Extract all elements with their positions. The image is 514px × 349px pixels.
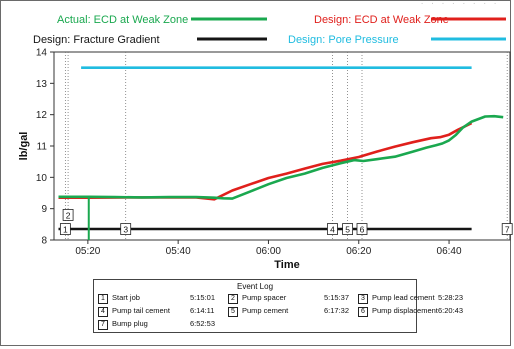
legend-entry-2: Design: Fracture Gradient xyxy=(33,34,267,46)
x-tick-label: 06:40 xyxy=(437,246,462,257)
event-marker-number: 1 xyxy=(63,225,68,235)
event-log-time: 6:14:11 xyxy=(190,306,215,315)
event-marker-7: 7 xyxy=(501,223,513,235)
event-marker-1: 1 xyxy=(59,223,71,235)
event-marker-box xyxy=(342,223,354,235)
y-tick-label: 13 xyxy=(36,79,48,90)
event-log-number: 1 xyxy=(98,294,108,304)
x-axis: 05:20 05:40 06:00 06:20 06:40 xyxy=(75,240,462,257)
event-log-entry: 1 Start job xyxy=(98,293,190,304)
event-log-label: Start job xyxy=(112,293,140,302)
event-marker-box xyxy=(59,223,71,235)
event-log-number: 2 xyxy=(228,294,238,304)
y-tick-label: 12 xyxy=(36,110,48,121)
event-marker-number: 5 xyxy=(345,225,350,235)
x-tick-label: 05:40 xyxy=(166,246,191,257)
event-log-time: 6:52:53 xyxy=(190,319,216,328)
event-marker-number: 6 xyxy=(360,225,365,235)
event-log-entry: 2 Pump spacer xyxy=(228,293,324,304)
y-tick-label: 14 xyxy=(36,48,48,59)
event-marker-box xyxy=(501,223,513,235)
legend: Actual: ECD at Weak Zone Design: ECD at W… xyxy=(33,14,506,46)
y-tick-label: 10 xyxy=(36,173,48,184)
event-log-number: 5 xyxy=(228,307,238,317)
event-log-title: Event Log xyxy=(236,282,274,291)
event-log-time: 5:15:37 xyxy=(324,293,350,302)
event-log-panel: Event Log 1 Start job 5:15:01 2 Pump spacer 5… xyxy=(93,279,463,333)
y-tick-label: 9 xyxy=(41,204,47,215)
event-marker-2: 2 xyxy=(62,209,74,221)
event-log-entry: 5 Pump cement xyxy=(228,306,324,317)
event-log-time: 6:20:43 xyxy=(438,306,464,315)
legend-label: Design: Pore Pressure xyxy=(288,34,399,46)
x-tick-label: 06:20 xyxy=(346,246,371,257)
x-axis-label: Time xyxy=(274,259,299,271)
legend-label: Design: Fracture Gradient xyxy=(33,34,160,46)
plot-area xyxy=(53,51,511,241)
event-markers: 1 2 3 4 5 6 7 xyxy=(59,209,513,235)
legend-entry-0: Actual: ECD at Weak Zone xyxy=(57,14,267,26)
event-log-time: 5:28:23 xyxy=(438,293,464,302)
y-axis-label: lb/gal xyxy=(18,132,30,161)
event-log-grid: 1 Start job 5:15:01 2 Pump spacer 5:15:37 3 Pum… xyxy=(94,293,463,330)
event-log-time: 5:15:01 xyxy=(190,293,216,302)
event-marker-box xyxy=(62,209,74,221)
y-tick-label: 8 xyxy=(41,236,47,247)
event-marker-number: 3 xyxy=(123,225,128,235)
legend-label: Actual: ECD at Weak Zone xyxy=(57,14,188,26)
event-gridlines xyxy=(64,52,508,240)
event-log-number: 3 xyxy=(358,294,368,304)
event-marker-number: 2 xyxy=(66,210,71,220)
event-log-time: 6:17:32 xyxy=(324,306,350,315)
event-marker-number: 7 xyxy=(505,225,510,235)
event-log-label: Pump spacer xyxy=(242,293,287,302)
y-axis: 8 9 10 11 12 13 14 xyxy=(36,48,54,247)
event-log-entry: 6 Pump displacement xyxy=(358,306,438,317)
event-log-entry: 3 Pump lead cement xyxy=(358,293,438,304)
event-log-label: Pump tail cement xyxy=(112,306,170,315)
series-line-0 xyxy=(58,114,504,200)
event-marker-4: 4 xyxy=(327,223,338,235)
event-log-number: 6 xyxy=(358,307,368,317)
y-tick-label: 11 xyxy=(37,142,48,153)
x-tick-label: 05:20 xyxy=(75,246,100,257)
event-marker-6: 6 xyxy=(356,223,368,235)
event-log-label: Pump displacement xyxy=(372,306,438,315)
event-marker-box xyxy=(356,223,368,235)
x-tick-label: 06:00 xyxy=(256,246,281,257)
event-log-label: Pump cement xyxy=(242,306,289,315)
event-marker-box xyxy=(327,223,338,235)
event-marker-5: 5 xyxy=(342,223,354,235)
legend-entry-3: Design: Pore Pressure xyxy=(288,34,506,46)
event-log-number: 7 xyxy=(98,320,108,330)
event-marker-number: 4 xyxy=(330,225,335,235)
window-edge-decoration: · · · · · · · · xyxy=(420,0,499,8)
event-log-number: 4 xyxy=(98,307,108,317)
event-marker-3: 3 xyxy=(120,223,132,235)
event-log-entry: 7 Bump plug xyxy=(98,319,190,330)
legend-label: Design: ECD at Weak Zone xyxy=(314,14,449,26)
plot-border xyxy=(53,51,511,241)
event-log-label: Pump lead cement xyxy=(372,293,435,302)
event-log-label: Bump plug xyxy=(112,319,148,328)
event-marker-box xyxy=(120,223,132,235)
legend-entry-1: Design: ECD at Weak Zone xyxy=(314,14,506,26)
event-log-entry: 4 Pump tail cement xyxy=(98,306,190,317)
